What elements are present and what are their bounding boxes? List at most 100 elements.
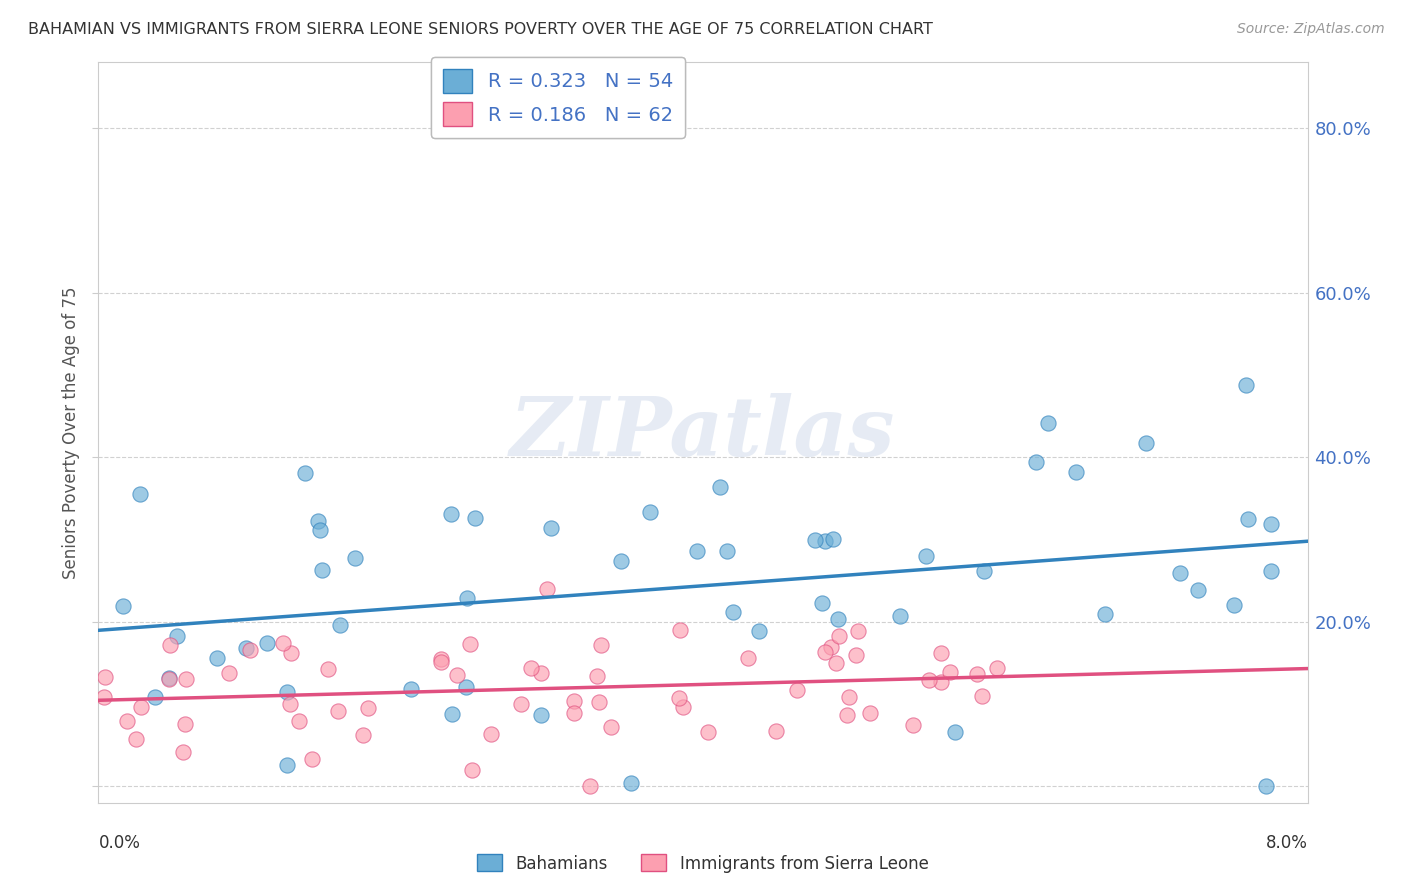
Point xyxy=(820,640,842,654)
Point xyxy=(721,605,744,619)
Point xyxy=(271,636,294,650)
Point xyxy=(256,635,278,649)
Point xyxy=(461,764,484,778)
Point xyxy=(835,707,858,722)
Point xyxy=(353,728,375,742)
Point xyxy=(205,651,228,665)
Point xyxy=(479,726,502,740)
Point xyxy=(440,707,463,722)
Point xyxy=(813,645,835,659)
Text: 0.0%: 0.0% xyxy=(98,834,141,852)
Point xyxy=(668,690,690,705)
Point xyxy=(609,554,631,568)
Point xyxy=(914,549,936,563)
Point xyxy=(326,704,349,718)
Point xyxy=(638,505,661,519)
Point xyxy=(536,582,558,596)
Point xyxy=(686,544,709,558)
Point xyxy=(301,752,323,766)
Point xyxy=(803,533,825,548)
Point xyxy=(917,673,939,687)
Point xyxy=(1094,607,1116,621)
Point xyxy=(429,655,451,669)
Point xyxy=(1170,566,1192,581)
Point xyxy=(737,651,759,665)
Point xyxy=(294,466,316,480)
Point xyxy=(311,563,333,577)
Point xyxy=(456,681,478,695)
Point xyxy=(579,780,602,794)
Point xyxy=(344,550,367,565)
Point xyxy=(115,714,138,729)
Point xyxy=(585,669,607,683)
Point xyxy=(125,732,148,747)
Point xyxy=(973,564,995,578)
Point xyxy=(1064,465,1087,479)
Point xyxy=(1223,598,1246,612)
Point xyxy=(174,672,197,686)
Text: 8.0%: 8.0% xyxy=(1265,834,1308,852)
Point xyxy=(329,618,352,632)
Point xyxy=(620,776,643,790)
Point xyxy=(845,648,868,662)
Point xyxy=(889,608,911,623)
Point xyxy=(859,706,882,721)
Point xyxy=(159,638,181,652)
Point xyxy=(401,682,423,697)
Point xyxy=(166,629,188,643)
Point xyxy=(519,661,541,675)
Point xyxy=(157,671,180,685)
Point xyxy=(600,720,623,734)
Point xyxy=(814,533,837,548)
Point xyxy=(970,689,993,703)
Point xyxy=(129,700,152,714)
Point xyxy=(93,670,115,684)
Point xyxy=(1254,780,1277,794)
Point xyxy=(943,725,966,739)
Point xyxy=(1036,417,1059,431)
Point xyxy=(669,623,692,637)
Point xyxy=(280,646,302,660)
Point xyxy=(1135,436,1157,450)
Point xyxy=(1260,564,1282,578)
Point xyxy=(564,706,586,720)
Point xyxy=(672,700,695,714)
Point xyxy=(1234,378,1257,392)
Point xyxy=(510,697,533,711)
Point xyxy=(903,717,925,731)
Point xyxy=(456,591,478,606)
Point xyxy=(129,487,152,501)
Point xyxy=(540,521,562,535)
Point xyxy=(439,507,461,521)
Point xyxy=(748,624,770,638)
Point xyxy=(239,642,262,657)
Point xyxy=(966,666,988,681)
Point xyxy=(716,544,738,558)
Text: BAHAMIAN VS IMMIGRANTS FROM SIERRA LEONE SENIORS POVERTY OVER THE AGE OF 75 CORR: BAHAMIAN VS IMMIGRANTS FROM SIERRA LEONE… xyxy=(28,22,934,37)
Point xyxy=(591,638,613,652)
Point xyxy=(112,599,135,614)
Point xyxy=(458,637,481,651)
Legend: Bahamians, Immigrants from Sierra Leone: Bahamians, Immigrants from Sierra Leone xyxy=(471,847,935,880)
Point xyxy=(929,674,952,689)
Point xyxy=(562,694,585,708)
Point xyxy=(288,714,311,728)
Point xyxy=(939,665,962,680)
Text: Source: ZipAtlas.com: Source: ZipAtlas.com xyxy=(1237,22,1385,37)
Point xyxy=(172,745,194,759)
Point xyxy=(1025,455,1047,469)
Point xyxy=(173,717,195,731)
Point xyxy=(786,683,808,698)
Point xyxy=(316,662,339,676)
Point xyxy=(588,695,610,709)
Point xyxy=(1187,583,1209,598)
Point xyxy=(821,532,844,546)
Point xyxy=(429,652,451,666)
Point xyxy=(846,624,869,639)
Point xyxy=(276,685,298,699)
Point xyxy=(765,723,787,738)
Point xyxy=(530,708,553,723)
Point xyxy=(929,647,952,661)
Point xyxy=(157,672,180,686)
Point xyxy=(464,510,486,524)
